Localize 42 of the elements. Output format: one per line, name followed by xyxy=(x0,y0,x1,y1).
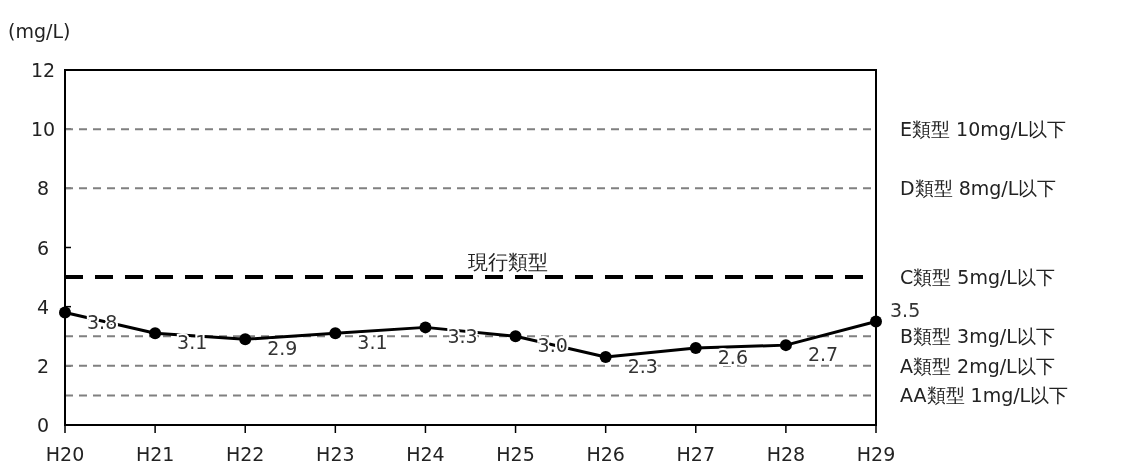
y-tick-label: 2 xyxy=(36,354,50,377)
x-tick-label: H27 xyxy=(676,443,716,465)
x-tick-label: H23 xyxy=(316,443,355,465)
ref-line-label: C類型 5mg/L以下 xyxy=(900,266,1055,289)
y-tick-label: 8 xyxy=(36,177,50,200)
x-tick-label: H24 xyxy=(406,443,445,465)
point xyxy=(599,350,612,363)
data-label: 2.3 xyxy=(627,354,658,377)
x-tick-label: H26 xyxy=(586,443,625,465)
point xyxy=(689,342,702,355)
data-label: 3.5 xyxy=(890,299,921,322)
x-tick-label: H28 xyxy=(766,443,806,465)
point xyxy=(239,333,252,346)
point xyxy=(870,315,882,328)
ref-line-label: E類型 10mg/L以下 xyxy=(900,118,1066,141)
y-tick-label: 12 xyxy=(30,59,56,81)
x-tick-label: H29 xyxy=(856,443,896,465)
y-axis-title: (mg/L) xyxy=(8,20,71,42)
x-tick-label: H21 xyxy=(135,443,175,465)
y-tick-label: 10 xyxy=(30,118,56,141)
x-tick-label: H22 xyxy=(225,443,265,465)
point xyxy=(509,330,522,343)
data-label: 3.1 xyxy=(177,331,208,354)
ref-line-label: D類型 8mg/L以下 xyxy=(900,177,1057,200)
ref-line-label: B類型 3mg/L以下 xyxy=(900,325,1055,348)
x-tick-label: H20 xyxy=(45,443,85,465)
data-label: 2.7 xyxy=(807,343,839,366)
data-label: 2.9 xyxy=(267,337,298,360)
y-tick-label: 6 xyxy=(36,236,50,259)
ref-line-label: A類型 2mg/L以下 xyxy=(900,354,1055,377)
y-tick-label: 4 xyxy=(36,295,50,318)
point xyxy=(59,306,71,319)
y-tick-label: 0 xyxy=(36,414,50,436)
point xyxy=(329,327,342,340)
data-label: 2.6 xyxy=(717,346,748,369)
ref-line-label: AA類型 1mg/L以下 xyxy=(900,384,1069,407)
annotation: 現行類型 xyxy=(467,250,548,275)
data-label: 3.1 xyxy=(357,331,388,354)
point xyxy=(779,339,792,352)
x-tick-label: H25 xyxy=(496,443,535,465)
point xyxy=(149,327,162,340)
point xyxy=(419,321,432,334)
